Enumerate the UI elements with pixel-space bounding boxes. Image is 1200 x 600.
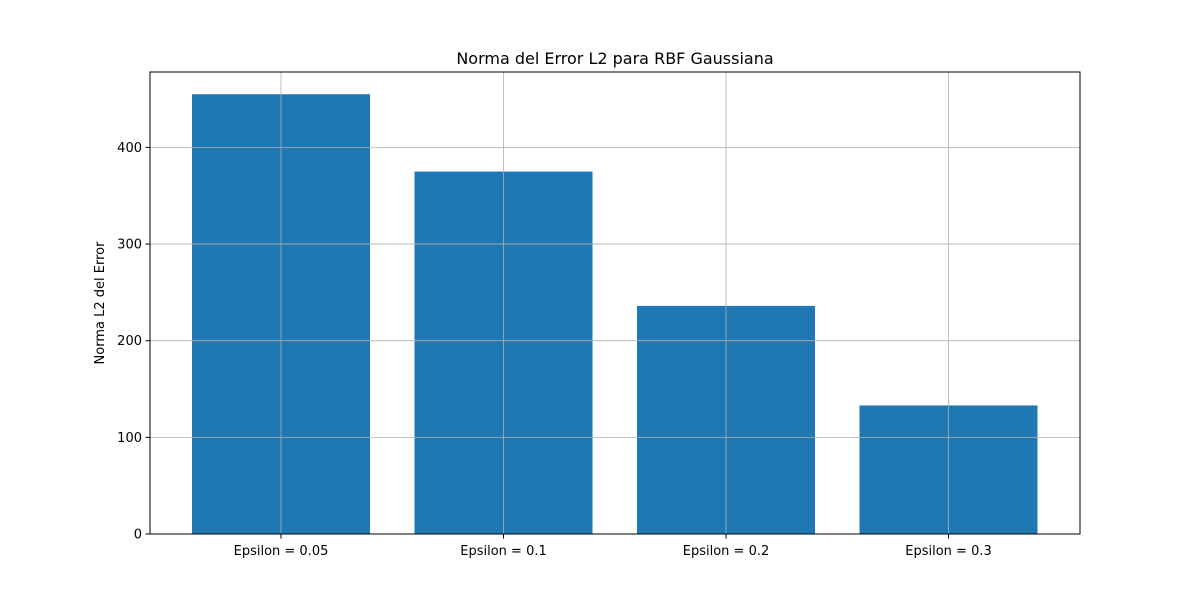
x-tick-label: Epsilon = 0.05 [234,544,329,559]
y-tick-label: 400 [117,141,142,156]
y-tick-label: 300 [117,238,142,253]
y-tick-label: 200 [117,334,142,349]
x-tick-label: Epsilon = 0.3 [905,544,992,559]
x-axis-ticks: Epsilon = 0.05 Epsilon = 0.1 Epsilon = 0.2… [234,534,992,559]
plot-frame [149,71,1081,535]
y-tick-label: 0 [134,528,142,543]
x-tick-label: Epsilon = 0.2 [683,544,770,559]
y-tick-label: 100 [117,431,142,446]
x-tick-label: Epsilon = 0.1 [460,544,547,559]
chart-title: Norma del Error L2 para RBF Gaussiana [456,49,773,68]
y-axis-label: Norma L2 del Error [93,241,108,365]
y-axis-ticks: 0 100 200 300 400 [117,141,150,543]
